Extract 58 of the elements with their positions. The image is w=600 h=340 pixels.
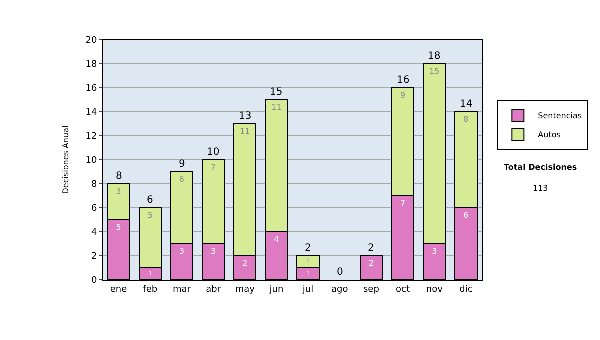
total-label: 10 — [207, 147, 220, 158]
data-label: 15 — [430, 67, 440, 76]
y-tick-label: 14 — [86, 108, 98, 118]
total-label: 0 — [337, 267, 344, 278]
data-label: 7 — [400, 199, 406, 208]
y-axis-title: Decisiones Anual — [61, 126, 70, 194]
data-label: 7 — [211, 163, 216, 172]
data-label: 8 — [464, 115, 469, 124]
y-tick-label: 4 — [91, 228, 98, 238]
y-tick-label: 2 — [91, 252, 98, 262]
x-tick-label: jul — [302, 284, 314, 295]
y-tick-label: 10 — [86, 156, 98, 166]
data-label: 6 — [179, 175, 184, 184]
x-tick-label: ene — [110, 284, 128, 295]
y-tick-label: 6 — [91, 204, 98, 214]
y-tick-label: 12 — [86, 132, 98, 142]
text: Total Decisiones — [504, 163, 578, 172]
data-label: 5 — [148, 211, 153, 220]
text: 113 — [533, 184, 548, 193]
total-label: 2 — [305, 243, 312, 254]
x-tick-label: mar — [172, 284, 192, 295]
total-label: 15 — [270, 87, 283, 98]
data-label: 9 — [400, 91, 406, 100]
x-tick-label: nov — [426, 284, 444, 295]
data-label: 2 — [242, 259, 248, 268]
total-label: 9 — [179, 159, 186, 170]
total-label: 13 — [239, 111, 252, 122]
total-label: 14 — [460, 99, 473, 110]
legend-label: Autos — [538, 130, 561, 140]
total-label: 16 — [397, 75, 410, 86]
data-label: 5 — [116, 223, 122, 232]
data-label: 6 — [464, 211, 469, 220]
x-tick-label: dic — [460, 284, 473, 295]
y-tick-label: 0 — [91, 276, 98, 286]
y-tick-label: 20 — [86, 36, 98, 46]
total-label: 2 — [368, 243, 374, 254]
data-label: 3 — [432, 247, 438, 256]
x-tick-label: feb — [143, 284, 158, 295]
x-tick-label: ago — [332, 284, 349, 295]
x-tick-label: oct — [396, 284, 410, 295]
total-label: 18 — [428, 51, 441, 62]
x-tick-label: abr — [206, 284, 222, 295]
y-tick-label: 8 — [91, 180, 98, 190]
y-tick-label: 16 — [86, 84, 98, 94]
data-label: 2 — [368, 259, 374, 268]
legend-label: Sentencias — [538, 112, 582, 121]
data-label: 3 — [211, 247, 216, 256]
data-label: 4 — [274, 235, 280, 244]
x-tick-label: may — [235, 284, 256, 295]
x-tick-label: sep — [363, 284, 380, 295]
data-label: 11 — [272, 103, 282, 112]
x-tick-label: jun — [268, 284, 284, 295]
y-tick-label: 18 — [86, 60, 98, 70]
data-label: 3 — [116, 187, 122, 196]
data-label: 3 — [179, 247, 184, 256]
total-label: 6 — [147, 195, 154, 206]
total-label: 8 — [116, 171, 122, 182]
data-label: 11 — [240, 127, 250, 136]
